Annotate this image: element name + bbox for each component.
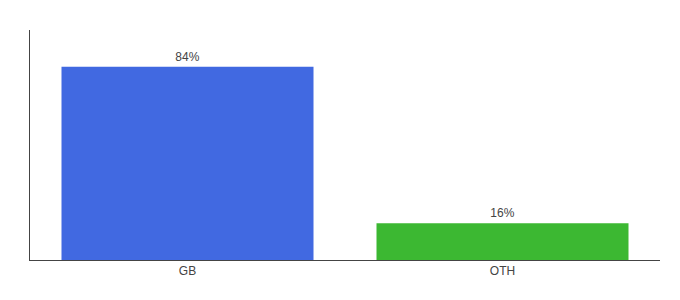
svg-text:OTH: OTH [490, 264, 515, 278]
svg-text:84%: 84% [175, 50, 199, 64]
svg-text:GB: GB [179, 264, 196, 278]
svg-text:16%: 16% [490, 206, 514, 220]
